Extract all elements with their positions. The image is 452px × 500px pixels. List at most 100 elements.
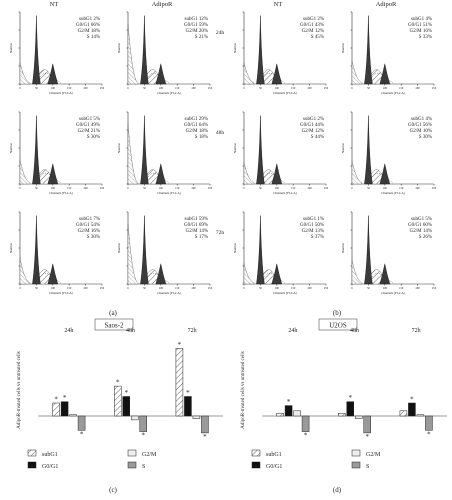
y-axis-label: Number <box>9 142 13 153</box>
x-tick-label: 150 <box>291 187 296 190</box>
x-tick-label: 100 <box>159 87 164 90</box>
x-tick-label: 250 <box>432 87 437 90</box>
fit-curve <box>40 173 61 183</box>
g0g1-peak <box>256 15 265 85</box>
phase-percentage: S 44% <box>311 135 324 140</box>
x-tick-label: 250 <box>208 287 213 290</box>
x-axis-label: Channels (FL2-A) <box>49 191 72 195</box>
bar-subg1 <box>399 410 408 417</box>
x-axis-label: Channels (FL2-A) <box>49 91 72 95</box>
s-phase-area <box>38 69 51 85</box>
phase-percentage: G2/M 14% <box>186 229 208 234</box>
legend-label: G0/G1 <box>266 464 282 470</box>
phase-percentage: subG1 12% <box>185 17 208 22</box>
x-tick-label: 50 <box>259 287 262 290</box>
column-header-adipor-left: AdipoR <box>152 1 173 8</box>
x-tick-label: 50 <box>143 187 146 190</box>
x-tick-label: 150 <box>399 187 404 190</box>
phase-percentage: subG1 4% <box>411 117 432 122</box>
x-tick-label: 150 <box>399 287 404 290</box>
phase-percentage: subG1 2% <box>79 17 100 22</box>
subg1-debris <box>19 62 31 85</box>
x-tick-label: 0 <box>243 187 245 190</box>
x-axis-label: Channels (FL2-A) <box>381 291 404 295</box>
phase-percentage: G2/M 16% <box>78 229 100 234</box>
x-tick-label: 50 <box>35 187 38 190</box>
bar-g0g1 <box>60 401 69 417</box>
s-phase-area <box>370 269 383 285</box>
x-tick-label: 200 <box>83 187 88 190</box>
phase-percentage: subG1 4% <box>411 17 432 22</box>
bar-g2m <box>69 414 77 417</box>
x-tick-label: 200 <box>415 287 420 290</box>
phase-percentage: G0/G1 54% <box>76 223 100 228</box>
bar-g2m <box>131 415 139 421</box>
bar-subg1 <box>276 413 284 417</box>
bar-s <box>363 415 371 434</box>
phase-percentage: G0/G1 60% <box>408 223 432 228</box>
phase-percentage: G2/M 18% <box>78 29 100 34</box>
phase-percentage: G2/M 12% <box>302 29 324 34</box>
bar-s <box>139 415 147 432</box>
histogram-panel: 0 50 100 150 200 250 Channels (FL2-A) Number sub… <box>9 11 105 95</box>
legend-swatch <box>251 461 261 469</box>
x-tick-label: 150 <box>291 87 296 90</box>
row-label-72h: 72h <box>216 230 225 236</box>
x-axis-label: Channels (FL2-A) <box>157 191 180 195</box>
bar-g2m <box>416 414 425 417</box>
x-tick-label: 150 <box>175 287 180 290</box>
y-axis-label: Number <box>117 42 121 53</box>
phase-percentage: G2/M 18% <box>186 129 208 134</box>
x-tick-label: 100 <box>383 187 388 190</box>
x-tick-label: 100 <box>275 287 280 290</box>
subg1-debris <box>127 223 139 285</box>
x-tick-label: 0 <box>351 187 353 190</box>
histogram-panel: 0 50 100 150 200 250 Channels (FL2-A) Number sub… <box>9 111 105 195</box>
y-axis-label: Number <box>9 42 13 53</box>
x-tick-label: 150 <box>291 287 296 290</box>
phase-percentage: G2/M 16% <box>410 29 432 34</box>
bar-chart-saos2: AdipoR-treated cells vs untreated cells 2… <box>17 328 223 470</box>
column-header-nt-right: NT <box>274 1 283 8</box>
bar-g2m <box>192 415 201 419</box>
fit-curve <box>148 73 169 83</box>
subg1-debris <box>127 23 139 85</box>
subg1-debris <box>351 60 363 85</box>
legend-swatch <box>27 461 37 469</box>
phase-percentage: G0/G1 56% <box>408 123 432 128</box>
x-tick-label: 0 <box>19 287 21 290</box>
x-tick-label: 50 <box>143 87 146 90</box>
y-axis-label: Number <box>117 142 121 153</box>
phase-percentage: S 30% <box>87 135 100 140</box>
phase-percentage: S 33% <box>419 35 432 40</box>
x-tick-label: 150 <box>67 287 72 290</box>
bar-g2m <box>355 415 363 419</box>
histogram-panel: 0 50 100 150 200 250 Channels (FL2-A) Number sub… <box>341 111 437 195</box>
cell-line-label-saos2: Saos-2 <box>104 322 124 330</box>
x-tick-label: 0 <box>19 87 21 90</box>
x-tick-label: 200 <box>415 187 420 190</box>
legend-swatch <box>251 449 261 457</box>
bar-g0g1 <box>284 405 293 417</box>
g0g1-peak <box>364 15 373 85</box>
x-tick-label: 250 <box>208 87 213 90</box>
legend-label: S <box>366 464 369 470</box>
x-tick-label: 50 <box>367 287 370 290</box>
phase-percentage: subG1 7% <box>79 217 100 222</box>
significance-asterisk: * <box>54 396 58 404</box>
x-tick-label: 100 <box>51 87 56 90</box>
x-tick-label: 200 <box>191 287 196 290</box>
phase-percentage: S 37% <box>311 235 324 240</box>
histogram-panel: 0 50 100 150 200 250 Channels (FL2-A) Number sub… <box>117 111 213 195</box>
y-axis-label: Number <box>233 42 237 53</box>
x-tick-label: 50 <box>259 87 262 90</box>
y-axis-label: Number <box>233 242 237 253</box>
x-tick-label: 150 <box>67 87 72 90</box>
x-tick-label: 250 <box>324 87 329 90</box>
x-tick-label: 250 <box>208 187 213 190</box>
subg1-debris <box>19 159 31 185</box>
x-tick-label: 50 <box>367 187 370 190</box>
significance-asterisk: * <box>80 430 84 438</box>
legend-swatch <box>27 449 37 457</box>
